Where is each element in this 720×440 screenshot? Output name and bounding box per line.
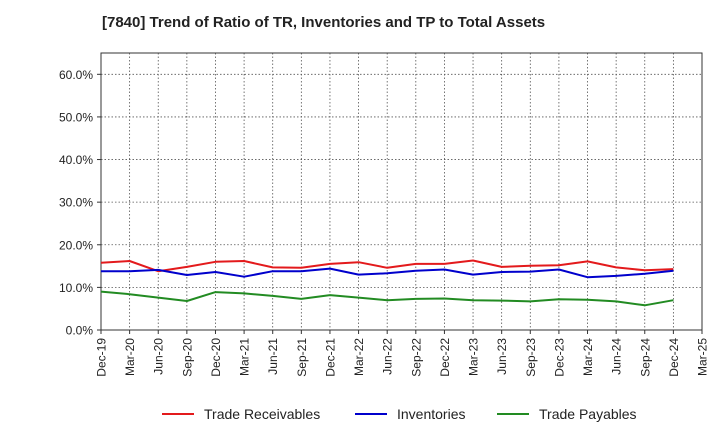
x-tick-label: Jun-20 [152, 338, 166, 375]
axes: 0.0% 10.0% 20.0% 30.0% 40.0% 50.0% 60.0% Dec-19… [59, 52, 710, 377]
y-tick-label: 0.0% [66, 324, 94, 338]
y-tick-label: 20.0% [59, 238, 93, 252]
x-tick-label: Sep-23 [524, 338, 538, 377]
x-tick-label: Mar-23 [467, 338, 481, 376]
x-tick-label: Dec-22 [438, 338, 452, 377]
y-tick-label: 50.0% [59, 110, 93, 124]
x-tick-label: Jun-23 [495, 338, 509, 375]
x-tick-label: Mar-22 [352, 338, 366, 376]
x-tick-label: Jun-22 [381, 338, 395, 375]
x-tick-label: Sep-24 [638, 338, 652, 377]
x-tick-label: Sep-21 [295, 338, 309, 377]
y-tick-label: 30.0% [59, 196, 93, 210]
x-tick-label: Dec-21 [323, 338, 337, 377]
x-tick-label: Sep-22 [409, 338, 423, 377]
x-tick-label: Mar-20 [123, 338, 137, 376]
legend-label-trade-payables: Trade Payables [539, 406, 637, 422]
x-tick-label: Sep-20 [180, 338, 194, 377]
y-tick-label: 60.0% [59, 68, 93, 82]
y-tick-label: 40.0% [59, 153, 93, 167]
x-tick-label: Dec-19 [95, 338, 109, 377]
series [100, 259, 674, 307]
x-tick-label: Mar-21 [238, 338, 252, 376]
series-line-trade-payables [100, 290, 674, 307]
x-tick-label: Dec-24 [667, 338, 681, 377]
x-tick-label: Jun-21 [266, 338, 280, 375]
series-line-inventories [101, 267, 674, 279]
x-tick-label: Mar-24 [581, 338, 595, 376]
x-tick-label: Jun-24 [610, 338, 624, 375]
plot-area-border [100, 52, 703, 331]
legend-label-trade-receivables: Trade Receivables [204, 406, 320, 422]
series-line-trade-receivables [100, 259, 674, 273]
y-tick-label: 10.0% [59, 281, 93, 295]
x-tick-label: Mar-25 [696, 338, 710, 376]
legend-label-inventories: Inventories [397, 406, 465, 422]
grid [100, 53, 703, 331]
x-tick-label: Dec-20 [209, 338, 223, 377]
legend: Trade Receivables Inventories Trade Payabl… [162, 406, 637, 422]
chart-title: [7840] Trend of Ratio of TR, Inventories… [102, 14, 546, 31]
x-tick-label: Dec-23 [552, 338, 566, 377]
